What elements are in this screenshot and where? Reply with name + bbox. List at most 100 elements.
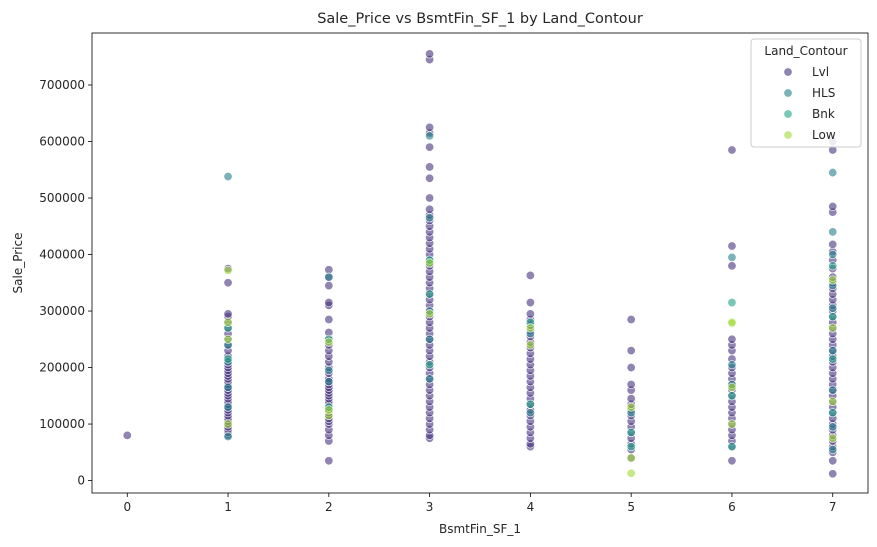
data-point-lvl [223, 309, 233, 319]
data-point-hls [425, 374, 435, 384]
data-point-lvl [425, 162, 435, 172]
data-point-hls [223, 402, 233, 412]
data-point-low [525, 323, 535, 333]
data-point-lvl [525, 309, 535, 319]
data-point-hls [828, 444, 838, 454]
data-point-hls [223, 382, 233, 392]
data-point-lvl [425, 49, 435, 59]
data-point-low [223, 265, 233, 275]
data-point-lvl [626, 394, 636, 404]
data-point-low [626, 402, 636, 412]
data-point-hls [223, 431, 233, 441]
data-point-lvl [425, 204, 435, 214]
data-point-low [425, 309, 435, 319]
points-layer [122, 49, 838, 479]
data-point-lvl [828, 201, 838, 211]
legend-label-low: Low [812, 128, 836, 142]
data-point-low [223, 334, 233, 344]
chart-title: Sale_Price vs BsmtFin_SF_1 by Land_Conto… [317, 11, 643, 27]
data-point-hls [223, 172, 233, 182]
y-tick-label: 400000 [39, 248, 85, 262]
data-point-low [828, 275, 838, 285]
data-point-low [727, 382, 737, 392]
data-point-lvl [828, 239, 838, 249]
data-point-lvl [425, 142, 435, 152]
y-tick-label: 700000 [39, 78, 85, 92]
data-point-bnk [828, 261, 838, 271]
data-point-bnk [425, 289, 435, 299]
data-point-hls [828, 227, 838, 237]
y-tick-label: 600000 [39, 135, 85, 149]
data-point-hls [828, 422, 838, 432]
data-point-lvl [727, 261, 737, 271]
data-point-bnk [727, 298, 737, 308]
y-tick-label: 300000 [39, 304, 85, 318]
x-tick-label: 7 [829, 500, 837, 514]
data-point-hls [324, 365, 334, 375]
data-point-low [525, 340, 535, 350]
data-point-bnk [525, 399, 535, 409]
data-point-lvl [425, 122, 435, 132]
data-point-bnk [223, 354, 233, 364]
data-point-lvl [828, 469, 838, 479]
data-point-lvl [223, 278, 233, 288]
legend-title: Land_Contour [764, 44, 847, 58]
data-point-lvl [828, 456, 838, 466]
data-point-low [727, 419, 737, 429]
data-point-low [223, 317, 233, 327]
data-point-bnk [626, 428, 636, 438]
data-point-low [324, 337, 334, 347]
data-point-low [223, 419, 233, 429]
legend-marker-hls [783, 88, 793, 98]
data-point-bnk [425, 360, 435, 370]
data-point-lvl [626, 379, 636, 389]
data-point-hls [324, 377, 334, 387]
data-point-lvl [727, 334, 737, 344]
x-tick-label: 2 [325, 500, 333, 514]
legend-label-hls: HLS [812, 86, 835, 100]
x-tick-label: 0 [123, 500, 131, 514]
data-point-lvl [727, 145, 737, 155]
data-point-lvl [324, 298, 334, 308]
data-point-lvl [727, 456, 737, 466]
legend-marker-bnk [783, 109, 793, 119]
data-point-lvl [425, 173, 435, 183]
y-tick-label: 100000 [39, 417, 85, 431]
x-tick-label: 5 [627, 500, 635, 514]
data-point-hls [828, 303, 838, 313]
data-point-low [324, 405, 334, 415]
data-point-hls [727, 252, 737, 262]
x-axis: 0 1 2 3 4 5 6 7 [123, 493, 837, 514]
data-point-low [425, 258, 435, 268]
data-point-lvl [626, 346, 636, 356]
data-point-bnk [828, 312, 838, 322]
data-point-hls [425, 213, 435, 223]
series-low [223, 258, 838, 478]
data-point-hls [525, 408, 535, 418]
data-point-lvl [727, 241, 737, 251]
data-point-low [626, 468, 636, 478]
data-point-lvl [324, 281, 334, 291]
data-point-low [828, 396, 838, 406]
y-tick-label: 0 [77, 474, 85, 488]
legend-box [750, 38, 862, 148]
data-point-hls [828, 385, 838, 395]
data-point-low [828, 323, 838, 333]
y-axis: 0 100000 200000 300000 400000 500000 600000 700… [39, 78, 92, 488]
legend-entries: Lvl HLS Bnk Low [783, 65, 836, 142]
data-point-bnk [828, 354, 838, 364]
legend-marker-lvl [783, 67, 793, 77]
x-tick-label: 6 [728, 500, 736, 514]
data-point-low [828, 433, 838, 443]
data-point-lvl [626, 315, 636, 325]
data-point-hls [425, 131, 435, 141]
data-point-bnk [727, 391, 737, 401]
data-point-hls [828, 168, 838, 178]
y-axis-label: Sale_Price [11, 233, 25, 294]
legend-marker-low [783, 130, 793, 140]
data-point-lvl [525, 270, 535, 280]
data-point-hls [324, 272, 334, 282]
plot-frame [91, 32, 869, 494]
legend-label-lvl: Lvl [812, 65, 829, 79]
